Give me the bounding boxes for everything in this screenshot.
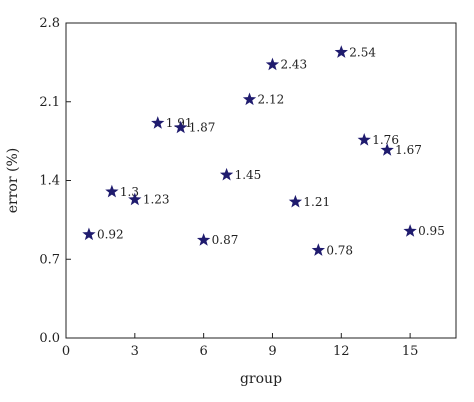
data-point-star: [128, 192, 142, 206]
data-label: 2.12: [258, 93, 285, 107]
data-label: 1.87: [189, 121, 216, 135]
data-label: 1.21: [303, 195, 330, 209]
data-point-star: [311, 243, 326, 256]
data-label: 2.54: [349, 45, 376, 59]
data-points: 0.921.31.231.911.870.871.452.122.431.210…: [82, 45, 445, 257]
data-label: 1.67: [395, 143, 422, 157]
data-label: 1.45: [235, 168, 262, 182]
data-point-star: [265, 57, 280, 71]
y-tick-label: 2.8: [39, 16, 60, 31]
data-point-star: [82, 227, 96, 241]
y-tick-label: 1.4: [39, 174, 60, 189]
data-point-star: [380, 143, 394, 156]
y-axis-ticks: 0.0 0.7 1.4 2.1 2.8: [39, 16, 71, 346]
data-point-star: [196, 233, 211, 246]
data-point-star: [334, 45, 348, 58]
data-point-star: [105, 184, 119, 198]
data-label: 1.23: [143, 193, 170, 207]
data-point-star: [151, 116, 165, 129]
x-tick-label: 9: [268, 344, 276, 359]
data-point-star: [403, 224, 417, 237]
x-tick-label: 12: [333, 344, 350, 359]
x-axis-title: group: [240, 371, 282, 387]
y-axis-title: error (%): [5, 148, 21, 213]
y-tick-label: 2.1: [39, 95, 60, 110]
data-point-star: [357, 133, 371, 146]
data-label: 2.43: [280, 58, 307, 72]
x-tick-label: 15: [402, 344, 419, 359]
y-tick-label: 0.7: [39, 252, 60, 267]
x-tick-label: 6: [200, 344, 208, 359]
data-label: 1.76: [372, 133, 399, 147]
y-tick-label: 0.0: [39, 331, 60, 346]
data-point-star: [219, 167, 234, 181]
x-tick-label: 3: [131, 344, 139, 359]
data-label: 0.78: [326, 243, 353, 257]
data-label: 0.87: [212, 233, 239, 247]
data-point-star: [174, 120, 188, 134]
x-axis-ticks: 0 3 6 9 12 15: [62, 333, 419, 359]
data-label: 0.92: [97, 228, 124, 242]
data-point-star: [242, 92, 257, 106]
data-label: 0.95: [418, 224, 445, 238]
x-tick-label: 0: [62, 344, 70, 359]
data-point-star: [288, 194, 303, 208]
